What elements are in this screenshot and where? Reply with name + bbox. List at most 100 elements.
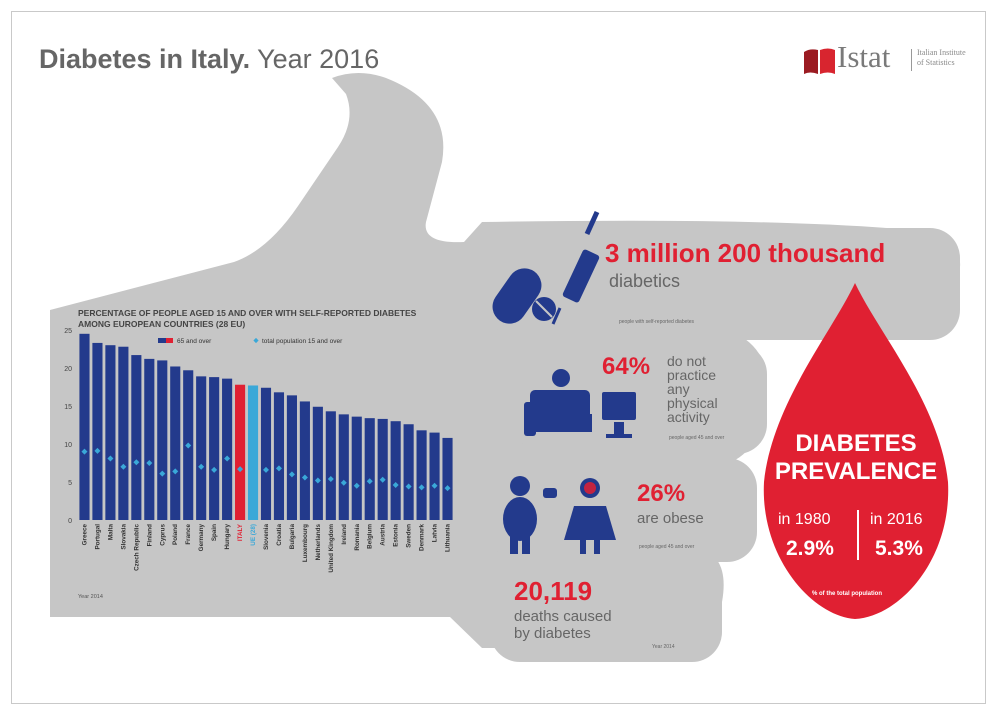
point-denmark [418, 484, 425, 491]
point-romania [353, 482, 360, 489]
prevalence-title: DIABETES PREVALENCE [774, 430, 938, 485]
point-belgium [366, 478, 373, 485]
x-tick-label: Latvia [432, 524, 439, 543]
sofa-tv-icon [524, 369, 636, 438]
x-tick-label: UE (28) [250, 524, 257, 546]
bar-croatia [273, 392, 285, 520]
bar-latvia [429, 432, 440, 520]
x-tick-label: France [185, 524, 192, 545]
bar-greece [79, 333, 90, 520]
obese-people-icon [503, 476, 616, 554]
point-finland [146, 460, 153, 466]
x-tick-label: Belgium [367, 524, 374, 549]
point-croatia [275, 465, 282, 472]
y-tick-label: 10 [64, 442, 72, 449]
diabetics-value: 3 million 200 thousand [605, 238, 886, 268]
logo-divider [911, 49, 912, 71]
point-malta [107, 455, 114, 462]
bar-united-kingdom [325, 411, 336, 520]
x-tick-label: Germany [198, 524, 205, 552]
point-ue-28- [250, 466, 257, 473]
x-tick-label: Poland [172, 524, 179, 545]
y-tick-label: 5 [68, 480, 72, 487]
point-slovenia [263, 466, 269, 473]
bar-ue-28- [247, 385, 259, 520]
deaths-label: deaths caused by diabetes [514, 608, 612, 642]
prevalence-year-1980: in 1980 [778, 511, 831, 528]
diabetics-label: diabetics [609, 271, 681, 291]
x-tick-label: Slovenia [263, 524, 270, 550]
point-sweden [405, 483, 412, 490]
bar-poland [170, 366, 181, 520]
pills-syringe-icon [492, 210, 600, 325]
bar-spain [209, 377, 220, 520]
prevalence-value-2016: 5.3% [875, 537, 923, 560]
deaths-note: Year 2014 [652, 644, 675, 650]
point-bulgaria [288, 471, 295, 478]
point-greece [81, 448, 88, 455]
point-latvia [431, 482, 438, 489]
inactive-label: do not practice any physical activity [667, 353, 718, 425]
x-tick-label: Slovakia [120, 524, 127, 550]
finger-deaths [490, 566, 722, 662]
chart-title: PERCENTAGE OF PEOPLE AGED 15 AND OVER WI… [78, 308, 417, 329]
chart-year-note: Year 2014 [78, 594, 103, 600]
bar-belgium [364, 418, 375, 520]
bar-bulgaria [286, 395, 297, 520]
point-italy [237, 466, 244, 473]
point-portugal [94, 447, 101, 454]
page-title: Diabetes in Italy. Year 2016 [39, 44, 379, 75]
bar-austria [377, 418, 388, 520]
legend-swatch-navy [158, 338, 166, 343]
prevalence-note: % of the total population [812, 591, 882, 597]
x-tick-label: Romania [354, 524, 361, 551]
blood-drop-shape [763, 283, 949, 619]
graphics-layer: 0 5 10 15 20 25 Greece Portugal Malta Slovakia Cze… [50, 73, 961, 662]
point-austria [379, 476, 386, 483]
bar-finland [144, 358, 155, 520]
legend-diamond [253, 337, 259, 344]
point-netherlands [314, 477, 321, 484]
bar-chart: 0 5 10 15 20 25 Greece Portugal Malta Slovakia Cze… [64, 328, 453, 573]
bar-slovenia [260, 387, 272, 520]
x-tick-label: Hungary [224, 524, 231, 550]
bar-slovakia [118, 346, 129, 520]
point-lithuania [444, 485, 451, 492]
obese-label: are obese [637, 510, 704, 527]
y-tick-label: 0 [68, 518, 72, 525]
bar-luxembourg [299, 401, 310, 520]
x-tick-label: Bulgaria [289, 524, 296, 550]
y-tick-label: 20 [64, 366, 72, 373]
bar-cyprus [157, 360, 168, 520]
prevalence-year-2016: in 2016 [870, 511, 923, 528]
bar-netherlands [312, 406, 323, 520]
x-tick-label: Sweden [406, 524, 413, 548]
x-tick-label: Cyprus [159, 524, 166, 546]
istat-logo-icon [804, 48, 835, 74]
point-slovakia [120, 463, 127, 470]
finger-obesity [490, 458, 757, 562]
point-cyprus [159, 470, 166, 477]
diabetics-note: people with self-reported diabetes [619, 319, 695, 325]
bar-sweden [403, 424, 414, 520]
point-germany [198, 463, 205, 470]
prevalence-value-1980: 2.9% [786, 537, 834, 560]
bar-denmark [416, 430, 427, 520]
x-tick-label: Greece [81, 524, 88, 546]
point-united-kingdom [327, 475, 334, 482]
x-tick-label: Finland [146, 524, 153, 547]
bar-germany [196, 376, 207, 520]
legend-label-total: total population 15 and over [262, 338, 343, 345]
point-hungary [224, 455, 231, 462]
x-tick-label: Austria [380, 524, 387, 546]
bar-malta [105, 345, 116, 520]
obese-note: people aged 45 and over [639, 544, 695, 550]
point-estonia [392, 482, 399, 489]
bar-hungary [222, 378, 233, 520]
point-france [185, 442, 192, 449]
legend-swatch-red [166, 338, 173, 343]
deaths-value: 20,119 [514, 576, 593, 606]
title-bold: Diabetes in Italy. [39, 44, 251, 74]
x-tick-label: ITALY [237, 523, 244, 541]
bar-estonia [390, 421, 401, 520]
